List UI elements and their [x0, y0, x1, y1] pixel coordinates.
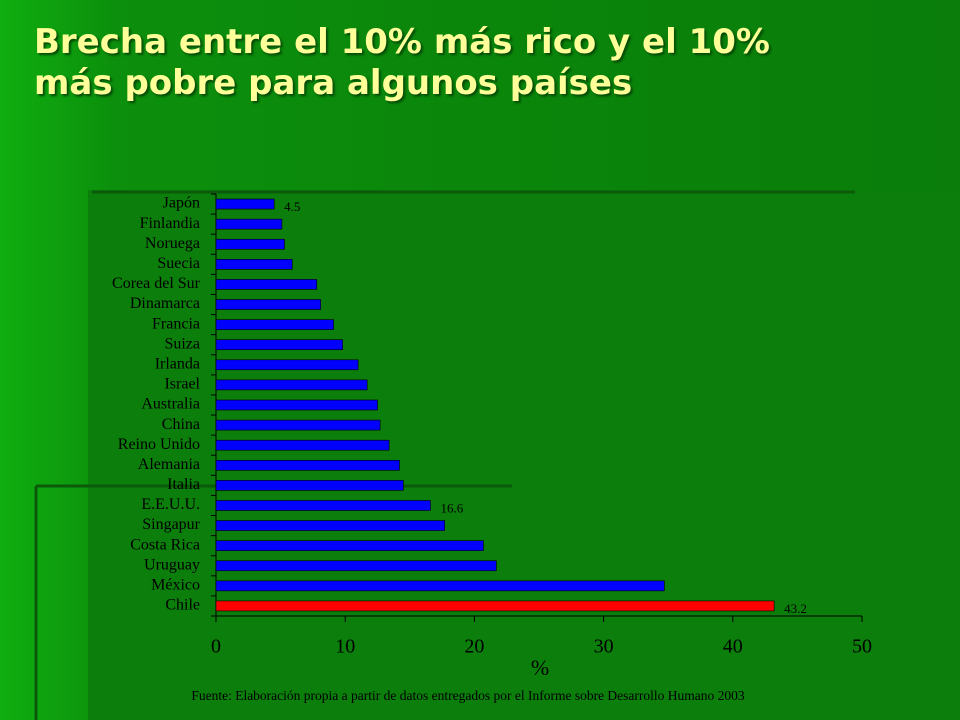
- y-tick-label: Italia: [167, 476, 200, 493]
- y-tick-label: Reino Unido: [118, 436, 200, 453]
- data-label: 4.5: [284, 199, 300, 214]
- bar: [215, 279, 318, 290]
- bar: [215, 459, 400, 471]
- bar: [215, 480, 404, 491]
- x-axis-label: %: [531, 655, 549, 680]
- data-label: 43.2: [784, 601, 807, 616]
- y-tick-label: Uruguay: [144, 556, 200, 573]
- y-tick-label: Francia: [152, 315, 200, 332]
- data-label: 16.6: [440, 500, 463, 515]
- y-tick-label: China: [162, 416, 200, 433]
- bar: [215, 540, 484, 551]
- bar: [215, 520, 445, 531]
- slide-title: Brecha entre el 10% más rico y el 10% má…: [34, 22, 770, 104]
- x-tick-label: 0: [211, 636, 221, 658]
- y-tick-label: Irlanda: [155, 355, 200, 372]
- bar: [215, 198, 275, 210]
- bar: [215, 439, 390, 451]
- y-tick-label: Suecia: [157, 255, 200, 272]
- bar: [215, 299, 321, 310]
- bar: [215, 500, 431, 511]
- x-tick-label: 10: [335, 636, 355, 658]
- bar: [215, 238, 285, 250]
- y-tick-label: Noruega: [145, 235, 200, 252]
- bar: [215, 319, 334, 330]
- bar: [215, 218, 283, 230]
- bar: [215, 600, 775, 612]
- bar: [215, 399, 378, 411]
- y-tick-label: Costa Rica: [130, 536, 200, 553]
- bar: [215, 419, 381, 431]
- y-tick-label: Dinamarca: [130, 295, 200, 312]
- y-tick-label: Israel: [164, 376, 200, 393]
- chart-panel: [88, 190, 960, 720]
- bar: [215, 359, 359, 371]
- bar: [215, 379, 368, 391]
- bar: [215, 259, 293, 270]
- y-tick-label: Corea del Sur: [112, 275, 201, 292]
- y-tick-label: E.E.U.U.: [141, 496, 200, 513]
- y-tick-label: Suiza: [164, 335, 200, 352]
- x-tick-label: 20: [464, 636, 484, 658]
- x-tick-label: 50: [852, 636, 872, 658]
- y-tick-label: Japón: [163, 195, 200, 212]
- bar: [215, 580, 665, 592]
- y-tick-label: Finlandia: [140, 215, 200, 232]
- y-tick-label: Chile: [165, 597, 200, 614]
- bar: [215, 560, 497, 572]
- y-tick-label: Singapur: [142, 516, 200, 533]
- y-tick-label: México: [151, 577, 200, 594]
- x-tick-label: 40: [723, 636, 743, 658]
- y-tick-label: Australia: [141, 396, 200, 413]
- y-tick-label: Alemania: [138, 456, 200, 473]
- source-note: Fuente: Elaboración propia a partir de d…: [191, 688, 745, 703]
- x-tick-label: 30: [594, 636, 614, 658]
- bar: [215, 339, 343, 351]
